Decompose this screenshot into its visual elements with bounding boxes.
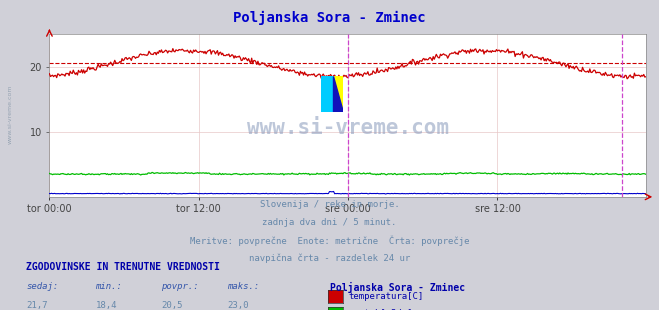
Text: min.:: min.: [96,282,123,291]
Text: 18,4: 18,4 [96,301,117,310]
Text: Poljanska Sora - Zminec: Poljanska Sora - Zminec [330,282,465,293]
Text: Poljanska Sora - Zminec: Poljanska Sora - Zminec [233,11,426,25]
Text: www.si-vreme.com: www.si-vreme.com [246,118,449,139]
Text: navpična črta - razdelek 24 ur: navpična črta - razdelek 24 ur [249,254,410,264]
Text: sedaj:: sedaj: [26,282,59,291]
Text: 23,0: 23,0 [227,301,249,310]
Text: 20,5: 20,5 [161,301,183,310]
Text: Meritve: povprečne  Enote: metrične  Črta: povprečje: Meritve: povprečne Enote: metrične Črta:… [190,236,469,246]
Text: pretok[m3/s]: pretok[m3/s] [348,309,413,310]
Text: www.si-vreme.com: www.si-vreme.com [8,85,13,144]
Text: ZGODOVINSKE IN TRENUTNE VREDNOSTI: ZGODOVINSKE IN TRENUTNE VREDNOSTI [26,262,220,272]
Bar [321,76,333,112]
Text: temperatura[C]: temperatura[C] [348,292,423,301]
Text: maks.:: maks.: [227,282,260,291]
Text: povpr.:: povpr.: [161,282,199,291]
Polygon shape [333,76,343,112]
Text: zadnja dva dni / 5 minut.: zadnja dva dni / 5 minut. [262,218,397,227]
Text: 21,7: 21,7 [26,301,48,310]
Text: Slovenija / reke in morje.: Slovenija / reke in morje. [260,200,399,209]
